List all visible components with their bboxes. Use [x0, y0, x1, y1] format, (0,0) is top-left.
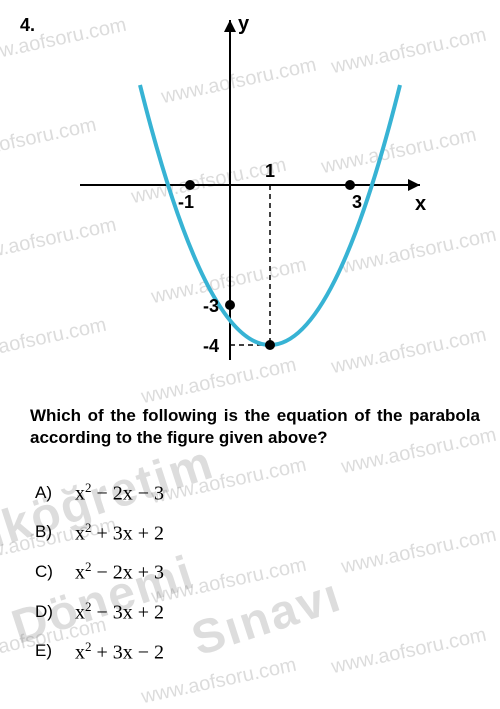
tick-one: 1 — [265, 161, 275, 181]
watermark: www.aofsoru.com — [339, 524, 498, 579]
watermark: www.aofsoru.com — [329, 624, 488, 679]
tick-three: 3 — [352, 192, 362, 212]
question-number: 4. — [20, 15, 35, 36]
option-a[interactable]: A) x2 − 2x − 3 — [35, 480, 164, 506]
tick-neg4: -4 — [203, 336, 219, 356]
option-d[interactable]: D) x2 − 3x + 2 — [35, 599, 164, 625]
option-expression: x2 − 2x + 3 — [75, 559, 164, 585]
option-letter: B) — [35, 522, 65, 542]
option-letter: D) — [35, 602, 65, 622]
option-expression: x2 − 3x + 2 — [75, 599, 164, 625]
parabola-graph: y x -1 1 3 -3 -4 — [60, 10, 440, 380]
watermark: www.aofsoru.com — [149, 454, 308, 509]
option-b[interactable]: B) x2 + 3x + 2 — [35, 520, 164, 546]
option-letter: C) — [35, 562, 65, 582]
option-expression: x2 + 3x − 2 — [75, 639, 164, 665]
x-axis-label: x — [415, 193, 426, 215]
question-text: Which of the following is the equation o… — [30, 405, 480, 449]
option-c[interactable]: C) x2 − 2x + 3 — [35, 559, 164, 585]
option-expression: x2 − 2x − 3 — [75, 480, 164, 506]
option-letter: A) — [35, 483, 65, 503]
options-list: A) x2 − 2x − 3 B) x2 + 3x + 2 C) x2 − 2x… — [35, 480, 164, 678]
tick-neg3: -3 — [203, 296, 219, 316]
watermark: www.aofsoru.com — [149, 554, 308, 609]
option-expression: x2 + 3x + 2 — [75, 520, 164, 546]
watermark-large: Sınavı — [185, 568, 348, 668]
option-e[interactable]: E) x2 + 3x − 2 — [35, 639, 164, 665]
tick-neg1: -1 — [178, 192, 194, 212]
y-axis-label: y — [238, 13, 250, 35]
option-letter: E) — [35, 641, 65, 661]
